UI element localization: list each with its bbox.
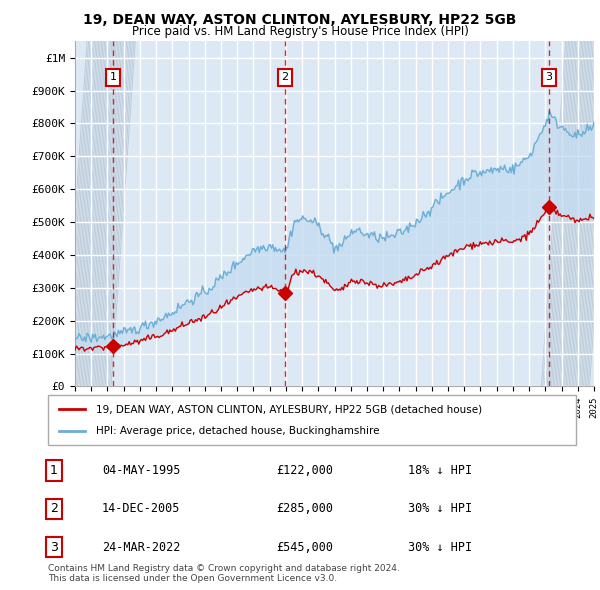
Text: 30% ↓ HPI: 30% ↓ HPI: [408, 540, 472, 554]
Text: 2: 2: [281, 73, 289, 83]
Text: 1: 1: [50, 464, 58, 477]
Text: 2: 2: [50, 502, 58, 516]
Text: 30% ↓ HPI: 30% ↓ HPI: [408, 502, 472, 516]
Text: HPI: Average price, detached house, Buckinghamshire: HPI: Average price, detached house, Buck…: [95, 427, 379, 437]
Text: 1: 1: [110, 73, 116, 83]
Text: Contains HM Land Registry data © Crown copyright and database right 2024.
This d: Contains HM Land Registry data © Crown c…: [48, 563, 400, 583]
Text: 19, DEAN WAY, ASTON CLINTON, AYLESBURY, HP22 5GB (detached house): 19, DEAN WAY, ASTON CLINTON, AYLESBURY, …: [95, 404, 482, 414]
Text: 04-MAY-1995: 04-MAY-1995: [102, 464, 181, 477]
Text: 3: 3: [50, 540, 58, 554]
Text: 14-DEC-2005: 14-DEC-2005: [102, 502, 181, 516]
Text: Price paid vs. HM Land Registry's House Price Index (HPI): Price paid vs. HM Land Registry's House …: [131, 25, 469, 38]
Text: £122,000: £122,000: [276, 464, 333, 477]
Text: £285,000: £285,000: [276, 502, 333, 516]
Text: 19, DEAN WAY, ASTON CLINTON, AYLESBURY, HP22 5GB: 19, DEAN WAY, ASTON CLINTON, AYLESBURY, …: [83, 13, 517, 27]
Text: 24-MAR-2022: 24-MAR-2022: [102, 540, 181, 554]
Text: 18% ↓ HPI: 18% ↓ HPI: [408, 464, 472, 477]
Text: £545,000: £545,000: [276, 540, 333, 554]
Text: 3: 3: [545, 73, 553, 83]
